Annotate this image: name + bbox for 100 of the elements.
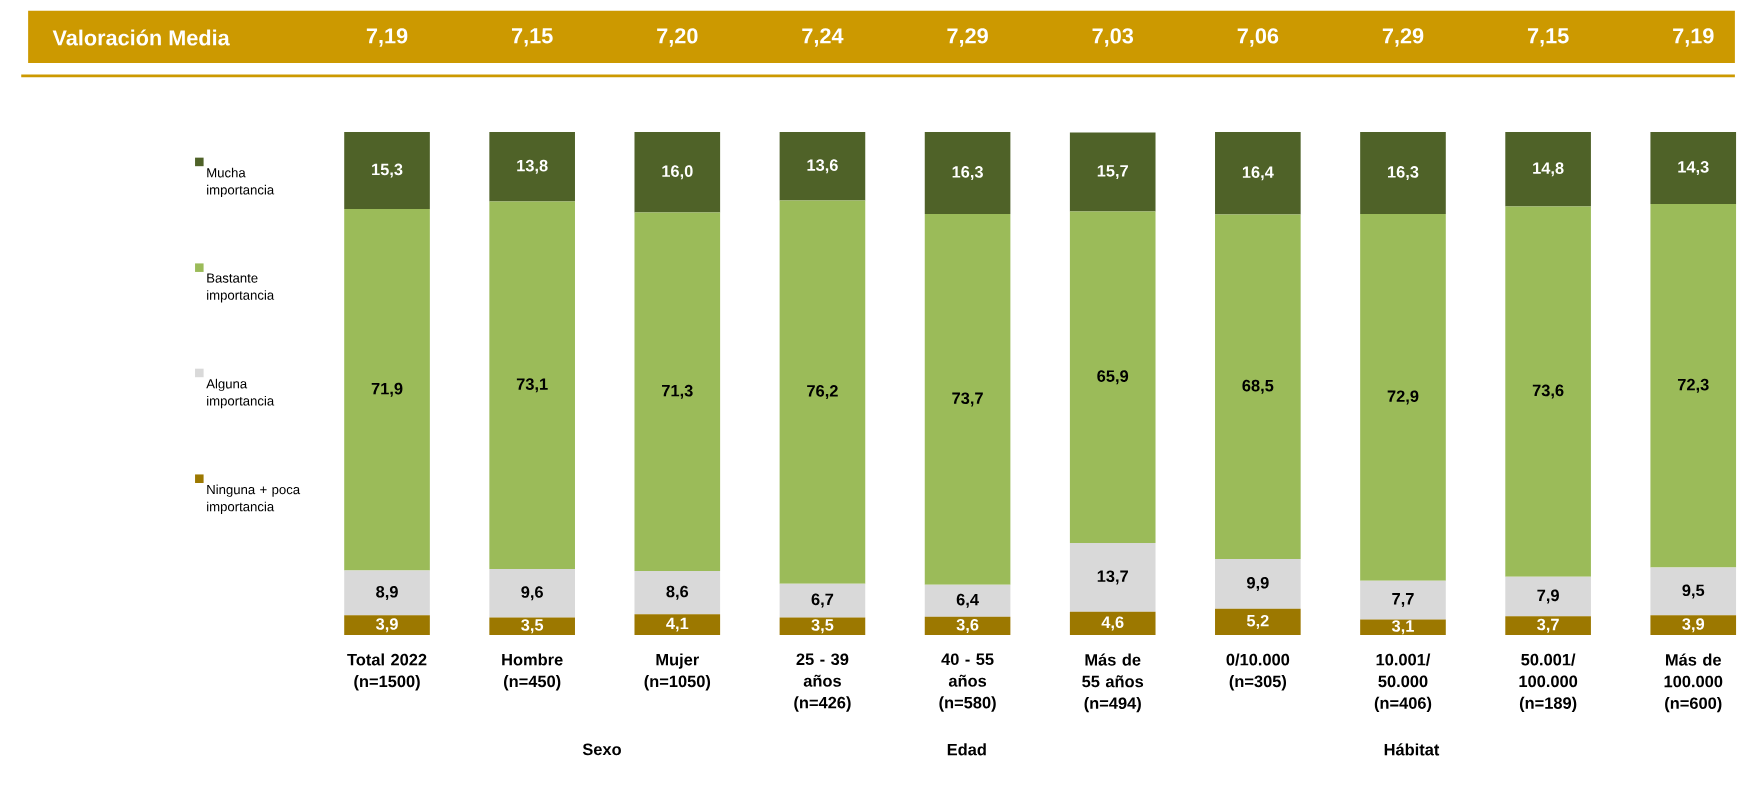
data-label: 73,6 <box>1532 384 1564 399</box>
legend-label: Alguna importancia <box>206 378 275 408</box>
x-tick-label: 25 - 39 años (n=426) <box>794 653 851 712</box>
bar <box>1069 542 1156 612</box>
data-label: 3,7 <box>1537 618 1559 633</box>
data-label: 15,3 <box>372 163 403 178</box>
text: Hábitat <box>1384 743 1440 756</box>
bar <box>1360 213 1446 581</box>
bar <box>779 200 866 584</box>
bar <box>924 131 1011 214</box>
data-label: 5,2 <box>1246 614 1269 629</box>
bar <box>779 617 866 635</box>
text: 7,20 <box>657 27 698 47</box>
text: 7,06 <box>1237 27 1279 47</box>
data-label: 3,5 <box>811 618 834 633</box>
bar <box>1505 206 1591 577</box>
data-label: 72,9 <box>1387 390 1419 405</box>
data-label: 3,1 <box>1391 619 1414 634</box>
bar <box>1650 203 1737 568</box>
data-label: 3,9 <box>1682 617 1705 632</box>
bar <box>1215 214 1301 559</box>
text: 7,24 <box>802 27 844 47</box>
bar <box>1360 131 1446 214</box>
bar <box>1650 567 1737 616</box>
data-label: 3,5 <box>521 618 544 633</box>
bar <box>1069 132 1156 212</box>
bar <box>1505 616 1591 635</box>
data-label: 65,9 <box>1097 370 1129 385</box>
bar <box>489 131 575 202</box>
legend-label: Ninguna + poca importancia <box>207 484 301 514</box>
data-label: 4,1 <box>666 617 689 632</box>
bar <box>489 201 575 569</box>
bar <box>634 212 721 571</box>
text: 7,03 <box>1092 27 1134 47</box>
data-label: 7,7 <box>1392 592 1414 607</box>
data-label: 71,9 <box>371 382 403 397</box>
data-label: 8,9 <box>376 585 398 600</box>
bar <box>634 131 721 213</box>
bar <box>924 616 1011 635</box>
x-tick-label: Más de 55 años (n=494) <box>1082 653 1144 713</box>
bar <box>634 570 721 615</box>
bar <box>1650 615 1737 635</box>
x-tick-label: 10.001/ 50.000 (n=406) <box>1374 653 1432 712</box>
data-label: 16,0 <box>662 165 693 180</box>
data-label: 6,4 <box>956 593 979 608</box>
bar <box>489 568 575 618</box>
text: Sexo <box>582 743 621 755</box>
data-label: 15,7 <box>1097 164 1128 179</box>
x-tick-label: 0/10.000 (n=305) <box>1226 653 1290 691</box>
bar <box>1215 558 1301 609</box>
data-label: 16,4 <box>1242 166 1274 181</box>
bar <box>1069 211 1156 543</box>
data-label: 9,6 <box>521 586 543 601</box>
data-label: 9,5 <box>1682 584 1705 599</box>
bar <box>1069 611 1156 635</box>
data-label: 13,8 <box>517 159 548 174</box>
legend-label: Bastante importancia <box>207 273 275 303</box>
data-label: 7,9 <box>1537 589 1559 604</box>
bar <box>1215 131 1301 215</box>
data-label: 16,3 <box>952 165 983 180</box>
data-label: 68,5 <box>1242 379 1274 394</box>
data-label: 14,8 <box>1533 162 1564 177</box>
bar <box>344 570 430 616</box>
text: 7,29 <box>1382 27 1424 47</box>
data-label: 73,7 <box>952 392 983 407</box>
data-label: 13,6 <box>807 159 838 174</box>
x-tick-label: Más de 100.000 (n=600) <box>1664 653 1723 713</box>
bar <box>489 617 575 635</box>
bar <box>1360 619 1446 635</box>
bar <box>779 131 866 201</box>
text: 7,19 <box>1673 27 1714 47</box>
text: Edad <box>947 743 986 756</box>
bar <box>634 614 721 635</box>
bar <box>1360 580 1446 620</box>
bar <box>1505 576 1591 617</box>
bar <box>344 615 430 635</box>
bar <box>344 131 430 209</box>
x-tick-label: 50.001/ 100.000 (n=189) <box>1519 653 1578 712</box>
text: 7,15 <box>511 28 553 47</box>
bar <box>344 208 430 571</box>
x-tick-label: Hombre (n=450) <box>502 653 563 691</box>
legend-label: Mucha importancia <box>207 167 275 197</box>
bar <box>1505 131 1591 207</box>
data-label: 76,2 <box>807 384 838 399</box>
x-tick-label: Mujer (n=1050) <box>644 653 711 691</box>
data-label: 9,9 <box>1247 576 1269 591</box>
data-label: 72,3 <box>1677 378 1709 393</box>
data-label: 16,3 <box>1388 165 1419 180</box>
data-label: 13,7 <box>1097 570 1128 585</box>
data-label: 8,6 <box>666 585 689 600</box>
data-label: 14,3 <box>1678 160 1709 175</box>
data-label: 3,9 <box>375 617 398 632</box>
data-label: 3,6 <box>956 618 979 633</box>
text: 7,29 <box>947 27 988 47</box>
bar <box>924 213 1011 585</box>
data-label: 71,3 <box>662 384 693 399</box>
data-label: 73,1 <box>516 378 548 393</box>
bar <box>924 584 1011 617</box>
text: 7,19 <box>366 27 408 47</box>
x-tick-label: Total 2022 (n=1500) <box>347 653 427 691</box>
